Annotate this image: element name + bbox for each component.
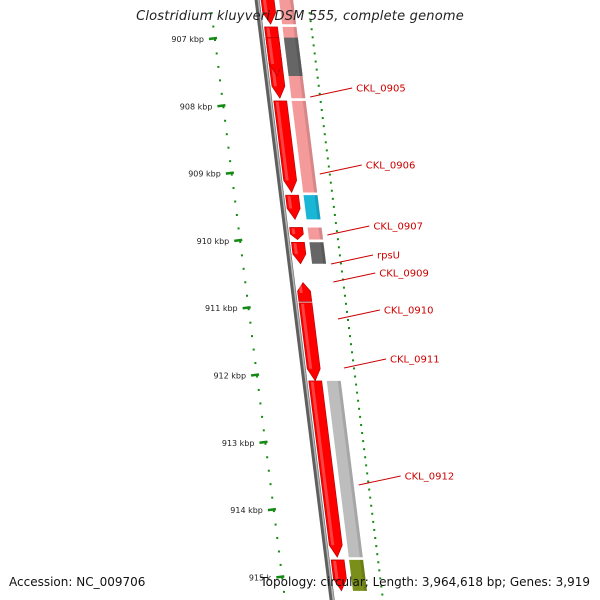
gene-highlight xyxy=(310,381,335,546)
gene-highlight xyxy=(275,101,289,181)
gene-track xyxy=(260,0,347,592)
cds-shade xyxy=(318,227,324,240)
cds-shade xyxy=(294,37,303,77)
gene-highlight xyxy=(293,243,298,255)
gene-labels: CKL_0905 CKL_0906 CKL_0907 rpsU CKL_0909 CKL_… xyxy=(310,84,454,486)
gene-label: CKL_0907 xyxy=(373,222,423,233)
genome-summary: Topology: circular; Length: 3,964,618 bp… xyxy=(260,575,590,589)
cds-shade xyxy=(302,100,318,193)
label-leader xyxy=(319,164,362,175)
label-leader xyxy=(310,87,353,98)
gene-label: CKL_0905 xyxy=(356,84,406,95)
ruler-tick-label: 912 kbp xyxy=(213,372,246,381)
ruler-tick xyxy=(234,238,243,243)
gene-arrow xyxy=(308,380,343,558)
gene-arrow xyxy=(260,0,277,25)
ruler-tick xyxy=(267,507,277,512)
gene-highlight xyxy=(267,38,275,65)
label-leader xyxy=(343,358,387,369)
ruler-tick-label: 915 k xyxy=(249,573,272,582)
ruler-tick xyxy=(276,575,285,579)
gene-highlight xyxy=(298,283,303,293)
gene-highlight xyxy=(333,560,339,579)
ruler-tick-label: 910 kbp xyxy=(197,237,230,246)
ruler-tick xyxy=(259,440,268,445)
gene-label: CKL_0912 xyxy=(405,472,455,483)
cds-block xyxy=(349,559,367,591)
ruler-tick xyxy=(225,171,234,175)
gene-label: CKL_0906 xyxy=(366,161,416,172)
backbone-highlight xyxy=(257,0,335,600)
label-leader xyxy=(330,254,374,265)
gene-label: CKL_0910 xyxy=(384,306,434,317)
backbone-rod xyxy=(254,0,335,600)
gene-label: CKL_0911 xyxy=(390,355,440,366)
gene-arrow xyxy=(298,302,321,382)
gene-highlight xyxy=(300,303,313,369)
cds-block xyxy=(291,100,318,193)
ruler-tick-label: 913 kbp xyxy=(222,439,255,448)
cds-shade xyxy=(290,0,297,25)
ruler-tick-label: 908 kbp xyxy=(180,102,213,111)
gene-arrow xyxy=(297,282,313,302)
cds-shade xyxy=(320,242,327,264)
gene-arrow xyxy=(273,100,297,194)
ruler-tick xyxy=(217,104,226,108)
cds-shade xyxy=(337,380,363,558)
gene-arrow xyxy=(289,227,304,240)
genome-backbone xyxy=(254,0,384,600)
cds-block xyxy=(326,380,363,558)
ruler-tick xyxy=(242,305,251,310)
cds-block xyxy=(309,242,327,264)
label-leader xyxy=(333,272,376,283)
map-title: Clostridium kluyveri DSM 555, complete g… xyxy=(136,9,464,24)
ruler-tick-label: 914 kbp xyxy=(230,506,263,515)
gene-arrow xyxy=(291,241,307,265)
ruler-tick-label: 907 kbp xyxy=(171,35,204,44)
cds-shade xyxy=(360,559,367,591)
ruler-tick xyxy=(250,373,260,377)
cds-block xyxy=(303,195,321,220)
gene-highlight xyxy=(291,228,296,235)
cds-track xyxy=(279,0,367,591)
cds-block xyxy=(279,0,297,25)
accession-label: Accession: NC_009706 xyxy=(9,575,146,589)
gene-label: rpsU xyxy=(377,251,400,262)
gene-highlight xyxy=(287,196,293,209)
label-leader xyxy=(358,475,401,486)
cds-block xyxy=(307,227,324,240)
gene-highlight xyxy=(263,0,268,13)
label-leader xyxy=(327,225,370,236)
cds-block xyxy=(283,37,303,77)
ruler-tick-label: 909 kbp xyxy=(188,170,221,179)
ruler-tick-label: 911 kbp xyxy=(205,304,238,313)
kbp-ruler: 907 kbp 908 kbp 909 kbp 910 kbp 911 kbp 912 k… xyxy=(171,12,285,593)
gene-label: CKL_0909 xyxy=(379,269,429,280)
gene-arrow xyxy=(285,194,301,220)
cds-shade xyxy=(314,195,321,220)
gene-arrow xyxy=(330,559,347,592)
label-leader xyxy=(337,309,380,320)
gene-arrow xyxy=(265,37,283,77)
ruler-tick xyxy=(208,36,218,41)
